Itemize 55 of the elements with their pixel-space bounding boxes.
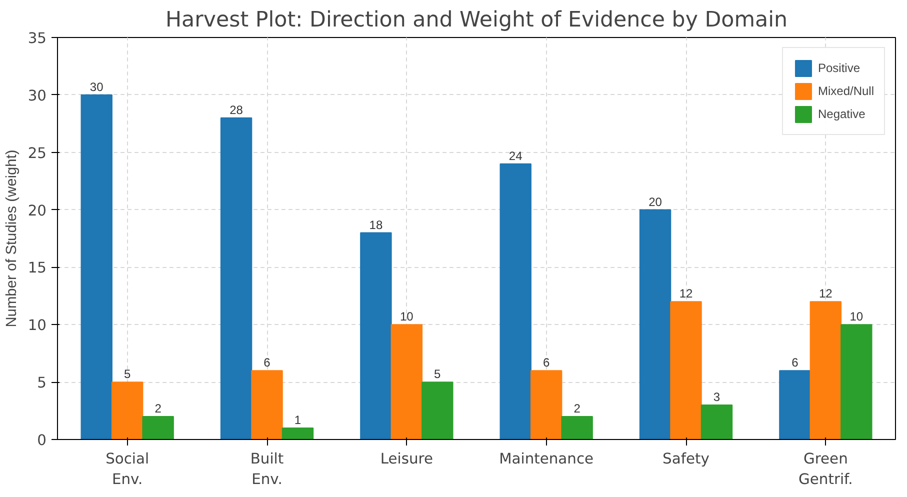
x-tick-label: Leisure [380,450,433,468]
x-tick-label: Social Env. [106,450,150,488]
data-label: 10 [400,310,414,324]
bar [779,370,811,440]
legend-label: Negative [818,107,866,121]
data-label: 6 [542,356,550,370]
y-axis-title: Number of Studies (weight) [4,150,20,328]
y-tick-label: 25 [28,144,47,162]
y-tick-label: 20 [28,202,47,220]
data-label: 5 [434,367,442,382]
y-tick-label: 10 [28,317,47,334]
data-label: 10 [850,310,864,324]
bar [251,370,283,440]
data-label: 20 [648,194,662,209]
legend-label: Positive [818,61,860,75]
y-tick-label: 35 [28,30,47,47]
data-label: 18 [369,218,383,232]
bar [700,404,733,440]
data-label: 2 [574,402,581,416]
y-tick-label: 5 [37,374,47,392]
chart-title: Harvest Plot: Direction and Weight of Evidence by Domain [165,8,788,32]
data-label: 2 [154,402,162,416]
y-tick-label: 30 [28,87,47,104]
bar [390,324,423,440]
data-label: 24 [508,148,523,163]
bar [220,117,252,440]
data-label: 6 [792,356,799,370]
data-label: 3 [713,390,720,404]
data-label: 28 [230,102,244,117]
bar [561,416,593,440]
bar [639,209,672,440]
y-tick-label: 0 [37,432,47,449]
data-label: 1 [294,413,302,428]
x-tick-label: Green Gentrif. [798,450,853,488]
y-tick-label: 15 [28,260,47,277]
bar [142,416,174,440]
data-label: 6 [264,356,271,370]
x-tick-label: Maintenance [499,450,594,468]
data-label: 30 [90,80,104,94]
bar [282,428,314,440]
bar [530,370,562,440]
bar [500,163,532,440]
x-tick-label: Built Env. [250,450,284,488]
legend-label: Mixed/Null [818,84,874,98]
data-label: 12 [818,286,833,301]
bar [670,301,702,440]
bar [80,94,112,440]
bar [360,232,392,440]
bar [840,324,872,440]
data-label: 12 [679,286,693,301]
x-tick-label: Safety [662,450,710,468]
bar [422,382,454,440]
data-label: 5 [124,367,131,382]
bar [810,301,842,440]
bar [111,382,144,440]
